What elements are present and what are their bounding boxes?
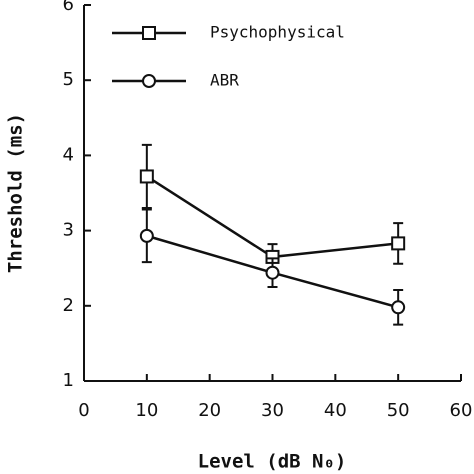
legend-marker [142, 74, 156, 88]
y-tick-label: 2 [63, 295, 74, 316]
x-tick-label: 20 [198, 400, 221, 421]
y-tick-label: 3 [63, 220, 74, 241]
x-axis-title: Level (dB N₀) [198, 451, 347, 473]
y-tick-label: 1 [63, 370, 74, 391]
marker [139, 228, 154, 243]
marker [265, 265, 280, 280]
x-tick-label: 10 [135, 400, 158, 421]
x-tick-label: 40 [324, 400, 347, 421]
y-axis-title: Threshold (ms) [5, 113, 27, 273]
x-tick-label: 50 [387, 400, 410, 421]
x-tick-label: 60 [450, 400, 473, 421]
y-tick-label: 6 [63, 0, 74, 15]
x-tick-label: 0 [78, 400, 89, 421]
marker [139, 169, 154, 184]
y-tick-label: 5 [63, 69, 74, 90]
legend-label: Psychophysical [210, 23, 345, 42]
marker [391, 300, 406, 315]
marker [391, 236, 406, 251]
legend-marker [142, 26, 156, 40]
legend-label: ABR [210, 71, 239, 90]
y-tick-label: 4 [63, 144, 74, 165]
x-tick-label: 30 [261, 400, 284, 421]
